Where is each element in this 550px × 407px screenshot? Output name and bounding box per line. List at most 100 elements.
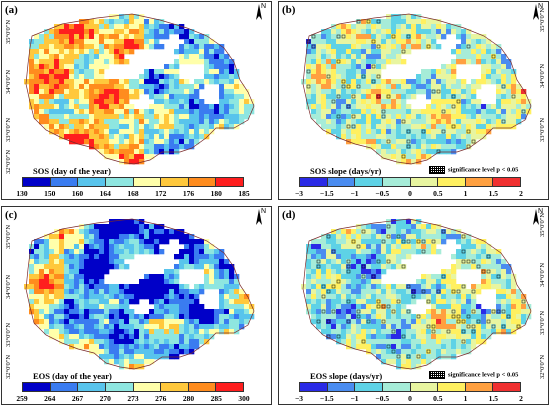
colorbar-tick-label: 172 <box>155 189 167 198</box>
colorbar-tick-label: 285 <box>210 394 222 403</box>
colorbar-tick-label: 267 <box>71 394 84 403</box>
colorbar <box>299 382 521 392</box>
panel-c-eos-map: (c) N 35°0'0"N 34°0'0"N 33°0'0"N 32°0'0"… <box>1 206 272 405</box>
lat-label: 33°0'0"N <box>539 117 546 142</box>
colorbar-ticks: 130 150 160 164 168 172 176 180 185 <box>16 189 249 199</box>
colorbar-swatch <box>300 178 328 186</box>
colorbar-tick-label: 300 <box>238 394 250 403</box>
lat-label: 35°0'0"N <box>5 19 12 44</box>
north-arrow-icon: N <box>256 208 268 229</box>
colorbar-swatch <box>438 383 466 391</box>
colorbar-tick-label: −1 <box>350 189 359 198</box>
legend-title: SOS slope (days/yr) <box>310 166 382 176</box>
colorbar-tick-label: 1.5 <box>488 394 498 403</box>
lat-label: 33°0'0"N <box>5 322 12 347</box>
colorbar-tick-label: 160 <box>71 189 84 198</box>
panel-label: (a) <box>5 4 18 16</box>
colorbar-swatch <box>410 383 439 391</box>
significance-legend: significance level p < 0.05 <box>429 371 518 379</box>
panel-label: (c) <box>5 209 18 221</box>
lat-label: 32°0'0"N <box>5 149 12 174</box>
colorbar-tick-label: 1.5 <box>488 189 498 198</box>
legend-title: EOS (day of the year) <box>33 371 112 381</box>
colorbar-tick-label: 273 <box>127 394 139 403</box>
colorbar-tick-label: 176 <box>182 189 195 198</box>
panel-label: (d) <box>282 209 296 221</box>
lat-label: 33°0'0"N <box>539 310 546 335</box>
hatch-icon <box>429 371 445 379</box>
colorbar-swatch <box>216 178 243 186</box>
colorbar-tick-label: 1 <box>463 394 468 403</box>
lat-label: 34°0'0"N <box>539 262 546 287</box>
colorbar-swatch <box>78 383 106 391</box>
colorbar-tick-label: 168 <box>127 189 139 198</box>
significance-legend: significance level p < 0.05 <box>429 166 518 174</box>
region-boundary <box>25 13 255 165</box>
colorbar-tick-label: −1 <box>350 394 359 403</box>
colorbar-swatch <box>78 178 106 186</box>
colorbar-tick-label: 270 <box>99 394 111 403</box>
colorbar-swatch <box>161 383 189 391</box>
colorbar-swatch <box>105 178 134 186</box>
north-arrow-icon: N <box>533 3 545 24</box>
colorbar-swatch <box>438 178 466 186</box>
legend-title: SOS (day of the year) <box>33 166 111 176</box>
colorbar-swatch <box>133 383 162 391</box>
colorbar-ticks: −3 −1.5 −1 −0.5 0 0.5 1 1.5 2 <box>295 189 523 199</box>
colorbar-tick-label: 2 <box>519 189 523 198</box>
colorbar-swatch <box>382 383 411 391</box>
colorbar-swatch <box>355 383 383 391</box>
colorbar-swatch <box>327 178 356 186</box>
colorbar-swatch <box>355 178 383 186</box>
panel-d-eos-slope-map: (d) N 35°0'0"N 34°0'0"N 33°0'0"N 32°0'0"… <box>278 206 549 405</box>
colorbar-swatch <box>216 383 243 391</box>
colorbar-tick-label: −1.5 <box>319 394 334 403</box>
lat-label: 34°0'0"N <box>539 63 546 88</box>
panel-label: (b) <box>282 4 296 16</box>
sos-map <box>24 13 255 165</box>
colorbar-tick-label: 180 <box>210 189 222 198</box>
colorbar-tick-label: 2 <box>519 394 523 403</box>
colorbar-tick-label: 259 <box>16 394 28 403</box>
lat-label: 33°0'0"N <box>5 117 12 142</box>
panel-b-sos-slope-map: (b) N 35°0'0"N 34°0'0"N 33°0'0"N SOS slo… <box>278 1 549 200</box>
colorbar-tick-label: 264 <box>44 394 56 403</box>
colorbar-swatch <box>300 383 328 391</box>
colorbar-tick-label: 130 <box>16 189 28 198</box>
colorbar-swatch <box>493 383 520 391</box>
colorbar-tick-label: 0 <box>408 189 412 198</box>
legend-title: EOS slope (days/yr) <box>310 371 383 381</box>
region-boundary <box>302 218 532 370</box>
colorbar-ticks: 259 264 267 270 273 276 280 285 300 <box>16 394 249 404</box>
colorbar-swatch <box>327 383 356 391</box>
colorbar-swatch <box>23 383 51 391</box>
colorbar-tick-label: 276 <box>155 394 167 403</box>
colorbar-tick-label: 0.5 <box>433 394 443 403</box>
colorbar-tick-label: 164 <box>99 189 111 198</box>
lat-label: 35°0'0"N <box>539 212 546 237</box>
region-boundary <box>302 13 532 165</box>
colorbar-tick-label: −3 <box>294 189 304 198</box>
lat-label: 35°0'0"N <box>539 7 546 32</box>
lat-label: 34°0'0"N <box>5 274 12 299</box>
lat-label: 34°0'0"N <box>5 69 12 94</box>
colorbar-swatch <box>50 383 79 391</box>
lat-label: 35°0'0"N <box>5 224 12 249</box>
colorbar-swatch <box>161 178 189 186</box>
colorbar-swatch <box>188 178 217 186</box>
colorbar-tick-label: 185 <box>238 189 250 198</box>
colorbar-tick-label: 0.5 <box>433 189 443 198</box>
colorbar-swatch <box>188 383 217 391</box>
colorbar-tick-label: 280 <box>182 394 195 403</box>
north-arrow-icon: N <box>256 3 268 24</box>
colorbar-swatch <box>133 178 162 186</box>
colorbar-swatch <box>382 178 411 186</box>
colorbar-swatch <box>465 383 494 391</box>
panel-a-sos-map: (a) N 35°0'0"N 34°0'0"N 33°0'0"N 32°0'0"… <box>1 1 272 200</box>
colorbar-tick-label: −0.5 <box>375 394 390 403</box>
colorbar-swatch <box>23 178 51 186</box>
north-arrow-icon: N <box>533 208 545 229</box>
eos-map <box>24 218 255 370</box>
region-boundary <box>25 218 255 370</box>
sos-slope-map <box>301 13 532 165</box>
